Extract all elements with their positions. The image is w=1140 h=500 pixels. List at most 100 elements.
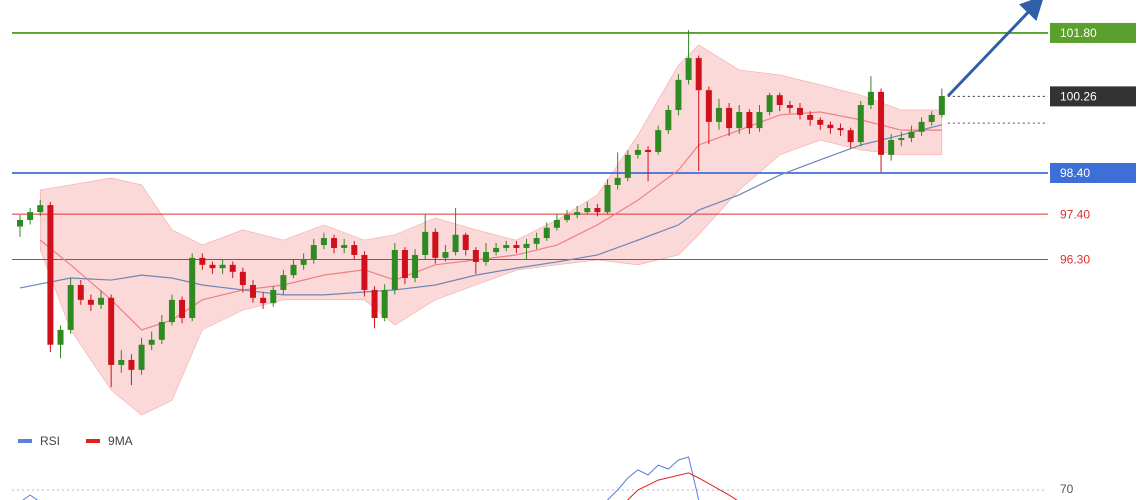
candle-body	[331, 238, 338, 248]
rsi-panel: 70 RSI 9MA	[12, 434, 1074, 500]
level-label: 101.80	[1060, 26, 1097, 40]
candle-body	[726, 107, 733, 129]
candle-body	[888, 140, 895, 155]
candle-body	[746, 112, 753, 129]
candle-body	[797, 107, 804, 115]
candle-body	[300, 259, 307, 265]
candle-body	[341, 245, 348, 248]
candle-body	[574, 212, 581, 215]
candle-body	[57, 329, 64, 345]
bollinger-band	[39, 44, 943, 416]
candle-body	[543, 227, 550, 239]
candle-body	[786, 105, 793, 108]
candle-body	[209, 264, 216, 269]
candle-body	[260, 297, 267, 304]
candle-body	[381, 289, 388, 318]
y-tick-label: 70	[1060, 482, 1074, 496]
level-label: 97.40	[1060, 207, 1090, 221]
candle-body	[17, 219, 23, 227]
candle-body	[736, 112, 743, 129]
legend-swatch	[86, 439, 101, 443]
candle-body	[634, 149, 641, 155]
candle-body	[47, 205, 54, 345]
candle-body	[128, 359, 135, 370]
candle-body	[138, 344, 145, 370]
candle-body	[867, 91, 874, 106]
legend-swatch	[18, 439, 32, 443]
candle-body	[320, 238, 327, 246]
level-label-box	[1050, 86, 1136, 107]
candle-body	[817, 119, 824, 125]
projection-arrow	[946, 0, 1045, 98]
rsi-line	[607, 456, 700, 500]
candle-body	[695, 58, 702, 91]
candle-body	[310, 245, 317, 260]
candle-body	[432, 231, 439, 258]
legend-label: RSI	[40, 434, 60, 448]
candle-body	[168, 299, 175, 323]
candle-body	[624, 154, 631, 178]
level-label: 100.26	[1060, 90, 1097, 104]
candle-body	[199, 257, 206, 265]
candle-body	[705, 90, 712, 122]
candle-body	[837, 128, 844, 131]
candle-body	[422, 231, 429, 255]
candle-body	[361, 254, 368, 290]
candle-body	[655, 130, 662, 152]
candle-body	[827, 124, 834, 129]
candle-body	[249, 285, 256, 298]
candle-body	[584, 207, 591, 213]
candle-body	[513, 245, 520, 248]
legend-label: 9MA	[108, 434, 133, 448]
rsi-line	[22, 494, 39, 500]
level-label: 98.40	[1060, 166, 1090, 180]
candle-body	[239, 271, 246, 286]
candle-body	[219, 264, 226, 269]
candle-body	[280, 275, 287, 290]
candle-body	[614, 177, 621, 185]
candle-body	[87, 299, 94, 305]
candle-body	[118, 359, 125, 365]
level-label-box	[1050, 162, 1136, 183]
candle-body	[553, 219, 560, 228]
candle-body	[452, 234, 459, 253]
candle-body	[756, 112, 763, 129]
candle-body	[503, 245, 510, 248]
candle-body	[675, 79, 682, 110]
candle-body	[918, 121, 925, 132]
candle-body	[533, 238, 540, 244]
candle-body	[371, 289, 378, 318]
moving-average	[19, 124, 942, 296]
candle-body	[645, 149, 652, 152]
candle-body	[604, 184, 611, 213]
candle-body	[898, 137, 905, 141]
candle-body	[391, 250, 398, 290]
candle-body	[807, 114, 814, 120]
candle-body	[179, 299, 186, 318]
candle-body	[776, 95, 783, 106]
candle-body	[189, 257, 196, 318]
candle-body	[108, 297, 115, 365]
candle-body	[928, 114, 935, 122]
candle-body	[857, 105, 864, 143]
candle-body	[847, 130, 854, 143]
candle-body	[270, 289, 277, 304]
candle-body	[67, 285, 74, 330]
candle-body	[412, 254, 419, 279]
candle-body	[493, 247, 500, 253]
candle-body	[401, 250, 408, 279]
candle-body	[351, 245, 358, 255]
candle-body	[878, 91, 885, 155]
candle-body	[37, 205, 44, 213]
candle-body	[766, 95, 773, 113]
candle-body	[229, 264, 236, 272]
candle-body	[472, 250, 479, 262]
price-panel: 101.80 100.26 98.40 97.40 96.30	[12, 22, 1136, 416]
candle-body	[564, 215, 571, 220]
candle-body	[77, 285, 84, 300]
candle-body	[442, 252, 449, 258]
candle-body	[908, 131, 915, 138]
level-label: 96.30	[1060, 253, 1090, 267]
candle-body	[462, 234, 469, 251]
